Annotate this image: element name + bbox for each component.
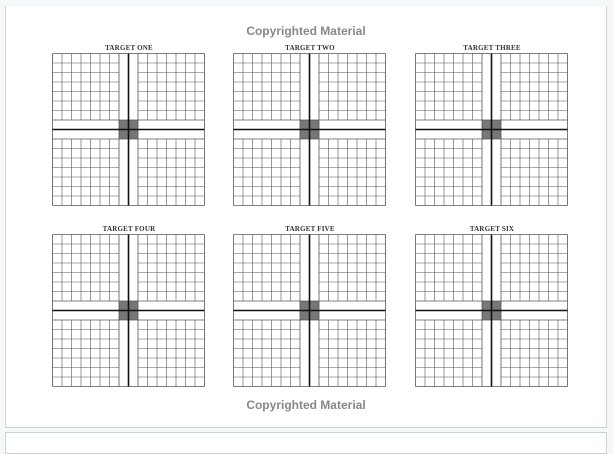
target-title: TARGET THREE bbox=[463, 44, 521, 52]
target-grid bbox=[415, 234, 568, 387]
target-title: TARGET FOUR bbox=[102, 225, 156, 233]
target-one: TARGET ONE bbox=[52, 43, 206, 212]
target-title: TARGET TWO bbox=[285, 44, 335, 52]
target-two: TARGET TWO bbox=[233, 43, 387, 212]
target-six: TARGET SIX bbox=[415, 224, 569, 393]
next-page-edge bbox=[5, 432, 607, 454]
document-page: Copyrighted Material TARGET ONE TARGET T… bbox=[5, 6, 607, 428]
target-grid bbox=[52, 53, 205, 206]
target-title: TARGET ONE bbox=[105, 44, 153, 52]
target-grid bbox=[233, 53, 386, 206]
target-four: TARGET FOUR bbox=[52, 224, 206, 393]
target-grid bbox=[52, 234, 205, 387]
watermark-top: Copyrighted Material bbox=[246, 24, 366, 38]
target-title: TARGET SIX bbox=[469, 225, 515, 233]
target-grid bbox=[415, 53, 568, 206]
target-title: TARGET FIVE bbox=[285, 225, 335, 233]
target-three: TARGET THREE bbox=[415, 43, 569, 212]
target-grid bbox=[233, 234, 386, 387]
target-five: TARGET FIVE bbox=[233, 224, 387, 393]
watermark-bottom: Copyrighted Material bbox=[246, 398, 366, 412]
